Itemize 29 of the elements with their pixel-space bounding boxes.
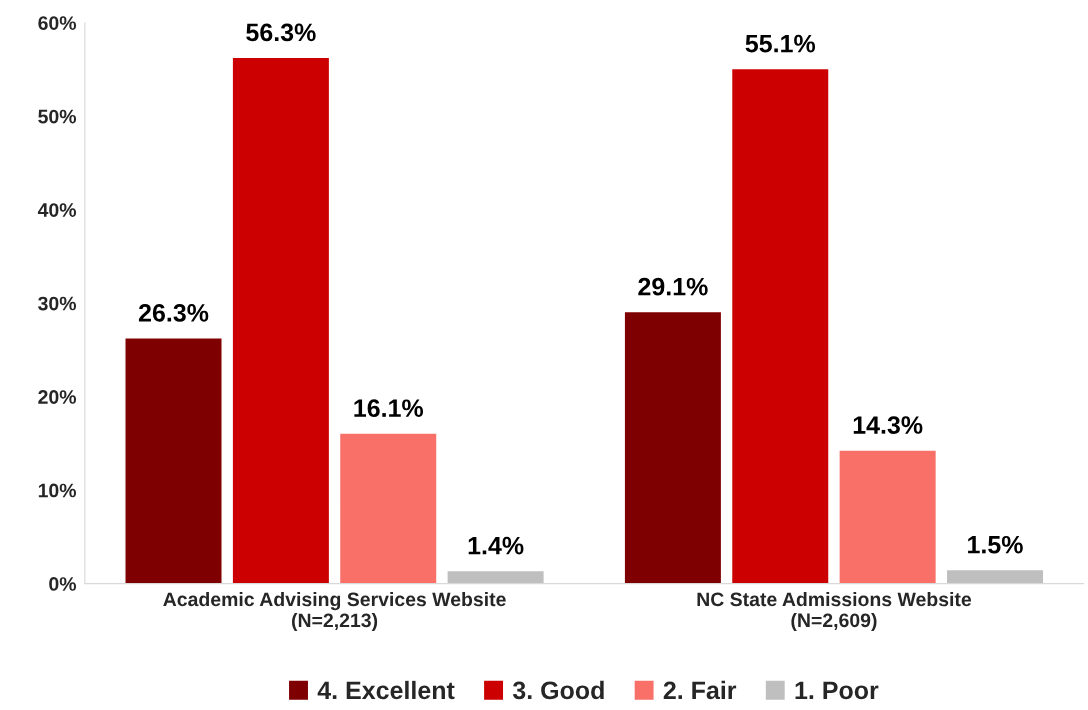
data-label: 55.1% — [745, 34, 816, 53]
x-tick-label: NC State Admissions Website (N=2,609) — [697, 591, 972, 632]
y-tick-label: 50% — [38, 109, 77, 124]
legend-label: 1. Poor — [795, 681, 879, 700]
data-label: 26.3% — [138, 304, 209, 322]
data-label: 1.4% — [468, 536, 524, 555]
y-tick-label: 40% — [37, 203, 77, 217]
bar — [446, 569, 545, 584]
y-tick-label: 60% — [38, 16, 77, 30]
x-tick-label: Academic Advising Services Website (N=2,213) — [163, 591, 506, 632]
legend-label: 2. Fair — [663, 680, 737, 700]
bar — [945, 568, 1045, 584]
y-tick-label: 30% — [38, 296, 77, 311]
bar — [623, 310, 723, 584]
legend-label: 3. Good — [512, 680, 604, 700]
data-label: 29.1% — [638, 277, 708, 296]
bar — [838, 449, 938, 584]
y-tick-label: 20% — [38, 390, 77, 404]
bar — [730, 67, 830, 584]
y-tick-label: 0% — [49, 577, 77, 591]
data-label: 1.5% — [968, 535, 1023, 554]
bar — [231, 56, 331, 584]
y-tick-label: 10% — [38, 483, 77, 498]
data-label: 56.3% — [246, 23, 316, 42]
bar — [124, 337, 223, 584]
legend-label: 4. Excellent — [317, 680, 455, 700]
data-label: 14.3% — [853, 416, 923, 434]
data-label: 16.1% — [354, 399, 424, 418]
bar — [338, 432, 438, 584]
